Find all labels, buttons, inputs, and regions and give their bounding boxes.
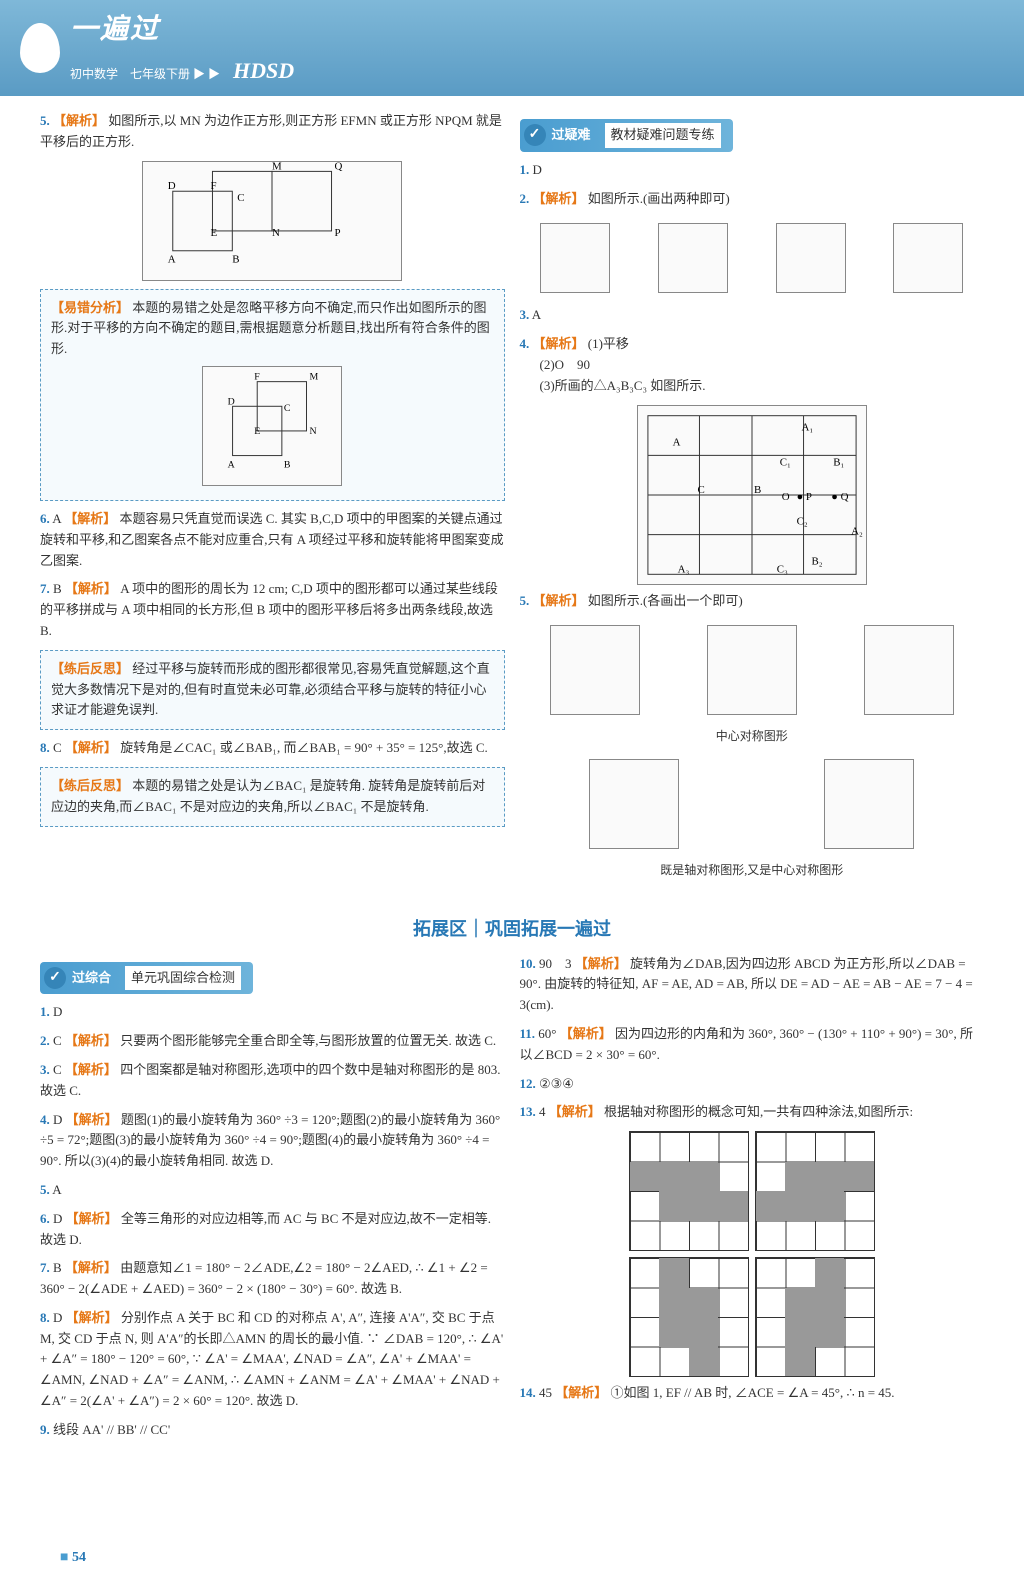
reflect-box-2: 【练后反思】 经过平移与旋转而形成的图形都很常见,容易凭直觉解题,这个直觉大多数… bbox=[40, 650, 505, 730]
svg-text:C₂: C₂ bbox=[796, 515, 807, 527]
grid-13b bbox=[755, 1131, 875, 1251]
item-5: 5. 【解析】 如图所示,以 MN 为边作正方形,则正方形 EFMN 或正方形 … bbox=[40, 111, 505, 153]
svg-text:B₁: B₁ bbox=[833, 456, 844, 468]
svg-text:C: C bbox=[697, 484, 704, 496]
r-item-4: 4. 【解析】 (1)平移 (2)O 90 (3)所画的△A₃B₃C₃ 如图所示… bbox=[520, 334, 985, 396]
page-number: 54 bbox=[60, 1547, 86, 1569]
brand-label: HDSD bbox=[233, 58, 294, 83]
balloon-icon bbox=[20, 23, 60, 73]
svg-text:Q: Q bbox=[335, 161, 343, 172]
analysis-box-1: 【易错分析】 本题的易错之处是忽略平移方向不确定,而只作出如图所示的图形.对于平… bbox=[40, 289, 505, 501]
list-item: 7. B 【解析】 由题意知∠1 = 180° − 2∠ADE,∠2 = 180… bbox=[40, 1258, 505, 1300]
svg-text:A: A bbox=[168, 253, 176, 265]
header-subtitle: 初中数学 七年级下册 ▶ ▶ HDSD bbox=[70, 53, 294, 88]
list-item: 14. 45 【解析】 ①如图 1, EF // AB 时, ∠ACE = ∠A… bbox=[520, 1383, 985, 1404]
r-item-2: 2. 【解析】 如图所示.(画出两种即可) bbox=[520, 189, 985, 210]
svg-text:N: N bbox=[272, 226, 280, 238]
figure-row-13b bbox=[520, 1257, 985, 1377]
svg-text:D: D bbox=[228, 396, 235, 407]
r-item-5: 5. 【解析】 如图所示.(各画出一个即可) bbox=[520, 591, 985, 612]
page-header: 一遍过 初中数学 七年级下册 ▶ ▶ HDSD bbox=[0, 0, 1024, 96]
svg-text:C: C bbox=[238, 192, 245, 204]
svg-text:M: M bbox=[310, 372, 319, 383]
caption-1: 中心对称图形 bbox=[520, 727, 985, 746]
svg-text:O: O bbox=[781, 491, 789, 503]
svg-text:N: N bbox=[310, 426, 317, 437]
svg-text:F: F bbox=[211, 180, 217, 192]
list-item: 13. 4 【解析】 根据轴对称图形的概念可知,一共有四种涂法,如图所示: bbox=[520, 1102, 985, 1123]
list-item: 1. D bbox=[40, 1002, 505, 1023]
figure-row-5b bbox=[520, 753, 985, 855]
figure-5: D F C M Q E N P A B bbox=[142, 161, 402, 281]
grid-13a bbox=[629, 1131, 749, 1251]
svg-text:B: B bbox=[754, 484, 761, 496]
svg-text:A₃: A₃ bbox=[677, 563, 689, 575]
section-badge-comprehensive: ✓ 过综合 单元巩固综合检测 bbox=[40, 962, 253, 995]
svg-text:● Q: ● Q bbox=[831, 491, 848, 503]
svg-text:B₂: B₂ bbox=[811, 555, 822, 567]
svg-text:E: E bbox=[211, 226, 218, 238]
svg-text:M: M bbox=[272, 161, 282, 172]
svg-text:C: C bbox=[284, 403, 291, 414]
list-item: 9. 线段 AA' // BB' // CC' bbox=[40, 1420, 505, 1441]
figure-row-2 bbox=[520, 217, 985, 299]
svg-text:B: B bbox=[284, 459, 291, 470]
grid-13d bbox=[755, 1257, 875, 1377]
right-column: ✓ 过疑难 教材疑难问题专练 1. D 2. 【解析】 如图所示.(画出两种即可… bbox=[520, 111, 985, 880]
svg-text:C₃: C₃ bbox=[777, 563, 788, 575]
svg-text:P: P bbox=[335, 226, 341, 238]
list-item: 3. C 【解析】 四个图案都是轴对称图形,选项中的四个数中是轴对称图形的是 8… bbox=[40, 1060, 505, 1102]
item-7: 7. B 【解析】 A 项中的图形的周长为 12 cm; C,D 项中的图形都可… bbox=[40, 579, 505, 641]
caption-2: 既是轴对称图形,又是中心对称图形 bbox=[520, 861, 985, 880]
svg-text:A₂: A₂ bbox=[851, 525, 863, 537]
svg-text:● P: ● P bbox=[796, 491, 811, 503]
list-item: 2. C 【解析】 只要两个图形能够完全重合即全等,与图形放置的位置无关. 故选… bbox=[40, 1031, 505, 1052]
header-title: 一遍过 bbox=[70, 8, 294, 53]
list-item: 6. D 【解析】 全等三角形的对应边相等,而 AC 与 BC 不是对应边,故不… bbox=[40, 1209, 505, 1251]
check-icon: ✓ bbox=[44, 967, 66, 989]
list-item: 12. ②③④ bbox=[520, 1074, 985, 1095]
svg-text:A₁: A₁ bbox=[801, 421, 813, 433]
figure-4-grid: A A₁ C B C₁ B₁ O ● P ● Q C₂ A₂ A₃ C₃ B₂ bbox=[637, 405, 867, 585]
grid-13c bbox=[629, 1257, 749, 1377]
svg-text:B: B bbox=[233, 253, 240, 265]
r-item-1: 1. D bbox=[520, 160, 985, 181]
svg-text:C₁: C₁ bbox=[780, 456, 791, 468]
r-item-3: 3. A bbox=[520, 305, 985, 326]
section-badge-difficult: ✓ 过疑难 教材疑难问题专练 bbox=[520, 119, 733, 152]
section-divider: 拓展区｜巩固拓展一遍过 bbox=[0, 915, 1024, 944]
figure-box1: F M D C E N A B bbox=[202, 366, 342, 486]
figure-row-13 bbox=[520, 1131, 985, 1251]
figure-row-5a bbox=[520, 619, 985, 721]
list-item: 4. D 【解析】 题图(1)的最小旋转角为 360° ÷3 = 120°;题图… bbox=[40, 1110, 505, 1172]
bottom-right-column: 10. 90 3 【解析】 旋转角为∠DAB,因为四边形 ABCD 为正方形,所… bbox=[520, 954, 985, 1449]
list-item: 10. 90 3 【解析】 旋转角为∠DAB,因为四边形 ABCD 为正方形,所… bbox=[520, 954, 985, 1016]
list-item: 5. A bbox=[40, 1180, 505, 1201]
item-8: 8. C 【解析】 旋转角是∠CAC₁ 或∠BAB₁, 而∠BAB₁ = 90°… bbox=[40, 738, 505, 759]
list-item: 8. D 【解析】 分别作点 A 关于 BC 和 CD 的对称点 A', A″,… bbox=[40, 1308, 505, 1412]
list-item: 11. 60° 【解析】 因为四边形的内角和为 360°, 360° − (13… bbox=[520, 1024, 985, 1066]
check-icon: ✓ bbox=[524, 124, 546, 146]
bottom-left-column: ✓ 过综合 单元巩固综合检测 1. D 2. C 【解析】 只要两个图形能够完全… bbox=[40, 954, 505, 1449]
svg-text:D: D bbox=[168, 180, 176, 192]
svg-text:F: F bbox=[255, 372, 261, 383]
svg-text:A: A bbox=[672, 436, 680, 448]
svg-text:E: E bbox=[255, 426, 261, 437]
left-column: 5. 【解析】 如图所示,以 MN 为边作正方形,则正方形 EFMN 或正方形 … bbox=[40, 111, 505, 880]
svg-text:A: A bbox=[228, 459, 236, 470]
item-6: 6. A 【解析】 本题容易只凭直觉而误选 C. 其实 B,C,D 项中的甲图案… bbox=[40, 509, 505, 571]
reflect-box-3: 【练后反思】 本题的易错之处是认为∠BAC₁ 是旋转角. 旋转角是旋转前后对应边… bbox=[40, 767, 505, 827]
